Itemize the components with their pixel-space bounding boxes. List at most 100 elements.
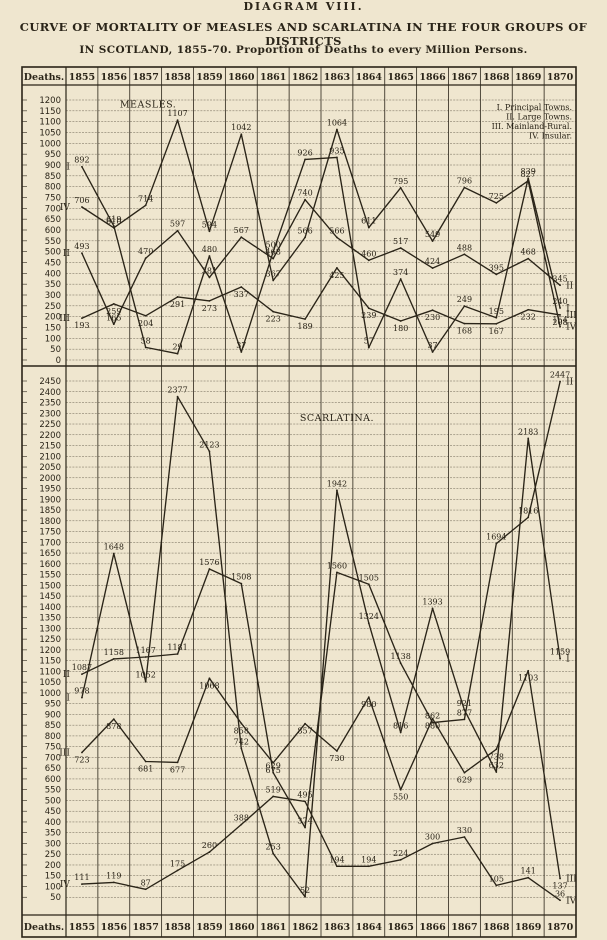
scarlatina-data-point bbox=[399, 662, 402, 665]
y-tick-label: 1550 bbox=[39, 571, 61, 581]
measles-data-point bbox=[304, 198, 306, 201]
year-label: 1855 bbox=[69, 922, 95, 933]
measles-data-point bbox=[81, 206, 83, 208]
scarlatina-data-point bbox=[431, 717, 434, 720]
scarlatina-data-point bbox=[240, 823, 243, 826]
scarlatina-data-point bbox=[527, 876, 530, 879]
y-tick-label: 0 bbox=[56, 356, 61, 366]
measles-data-point bbox=[272, 250, 275, 253]
measles-data-point bbox=[240, 351, 243, 353]
scarlatina-data-point bbox=[176, 869, 179, 872]
scarlatina-data-point bbox=[559, 657, 561, 660]
scarlatina-data-point bbox=[463, 718, 466, 721]
scarlatina-data-point bbox=[304, 800, 306, 803]
measles-data-label: 168 bbox=[457, 327, 472, 336]
y-tick-label: 1250 bbox=[39, 635, 61, 645]
scarlatina-data-point bbox=[112, 718, 115, 721]
scarlatina-data-point bbox=[431, 842, 434, 845]
year-label: 1861 bbox=[260, 922, 286, 933]
measles-data-label: 796 bbox=[457, 177, 472, 186]
year-label: 1865 bbox=[387, 922, 413, 933]
y-tick-label: 1100 bbox=[39, 667, 61, 677]
year-label: 1869 bbox=[515, 72, 542, 83]
measles-data-label: 470 bbox=[138, 247, 153, 256]
measles-data-label: 249 bbox=[457, 295, 472, 304]
scarlatina-series-label-end: II bbox=[566, 378, 574, 388]
y-tick-label: 300 bbox=[45, 291, 61, 301]
y-tick-label: 2250 bbox=[39, 420, 61, 430]
scarlatina-data-label: 224 bbox=[393, 849, 408, 858]
grid-lines bbox=[22, 99, 576, 898]
measles-data-point bbox=[399, 247, 402, 249]
measles-data-point bbox=[495, 202, 498, 204]
year-label: 1869 bbox=[515, 922, 542, 933]
measles-data-point bbox=[336, 156, 338, 159]
year-label: 1866 bbox=[419, 72, 446, 83]
measles-data-point bbox=[559, 314, 561, 316]
measles-data-point bbox=[431, 351, 434, 353]
measles-data-label: 58 bbox=[141, 336, 151, 345]
scarlatina-data-label: 1505 bbox=[359, 573, 379, 582]
year-label: 1860 bbox=[228, 922, 255, 933]
measles-data-label: 37 bbox=[236, 341, 246, 350]
measles-data-point bbox=[367, 259, 370, 262]
year-label: 1862 bbox=[292, 922, 318, 933]
y-tick-label: 750 bbox=[45, 194, 61, 204]
y-tick-label: 1950 bbox=[39, 485, 61, 495]
y-tick-label: 850 bbox=[45, 172, 61, 182]
scarlatina-data-point bbox=[559, 380, 561, 383]
y-tick-label: 1000 bbox=[39, 139, 61, 149]
y-tick-label: 250 bbox=[45, 302, 61, 312]
y-tick-label: 200 bbox=[45, 861, 61, 871]
scarlatina-data-label: 1508 bbox=[231, 573, 251, 582]
year-label: 1870 bbox=[547, 72, 574, 83]
scarlatina-data-label: 300 bbox=[425, 832, 440, 841]
y-tick-label: 600 bbox=[45, 775, 61, 785]
measles-data-point bbox=[304, 158, 306, 161]
scarlatina-data-label: 675 bbox=[266, 766, 281, 775]
scarlatina-data-label: 862 bbox=[425, 712, 440, 721]
year-label: 1867 bbox=[451, 72, 477, 83]
y-axis-ticks: 0501001502002503003504004505005506006507… bbox=[39, 96, 61, 903]
measles-data-point bbox=[559, 307, 561, 309]
y-tick-label: 950 bbox=[45, 150, 61, 160]
scarlatina-data-point bbox=[208, 851, 211, 853]
scarlatina-data-label: 632 bbox=[489, 761, 504, 770]
scarlatina-data-label: 1087 bbox=[72, 663, 92, 672]
measles-data-label: 619 bbox=[106, 215, 121, 224]
y-tick-label: 1200 bbox=[39, 96, 61, 106]
scarlatina-series-label-start: I bbox=[66, 694, 70, 704]
scarlatina-series-III-line bbox=[81, 670, 561, 879]
measles-data-point bbox=[367, 226, 370, 229]
scarlatina-data-label: 260 bbox=[202, 841, 217, 850]
scarlatina-data-point bbox=[495, 771, 498, 773]
measles-data-label: 795 bbox=[393, 177, 408, 186]
scarlatina-data-point bbox=[272, 795, 275, 798]
scarlatina-data-label: 629 bbox=[457, 776, 472, 785]
scarlatina-data-point bbox=[336, 865, 338, 868]
measles-data-point bbox=[176, 119, 179, 122]
measles-data-label: 549 bbox=[425, 230, 440, 239]
y-tick-label: 1300 bbox=[39, 624, 61, 634]
measles-data-point bbox=[463, 186, 466, 189]
measles-data-point bbox=[81, 317, 83, 320]
measles-data-label: 337 bbox=[234, 290, 249, 299]
scarlatina-data-label: 1181 bbox=[167, 643, 187, 652]
measles-data-point bbox=[559, 325, 561, 328]
measles-data-point bbox=[144, 257, 147, 260]
y-tick-label: 1350 bbox=[39, 614, 61, 624]
y-tick-label: 2000 bbox=[39, 474, 61, 484]
scarlatina-data-point bbox=[431, 607, 434, 610]
scarlatina-data-label: 2447 bbox=[550, 371, 570, 380]
scarlatina-data-label: 1393 bbox=[422, 597, 442, 606]
y-tick-label: 2450 bbox=[39, 377, 61, 387]
measles-data-point bbox=[112, 302, 115, 305]
year-header-top: Deaths. 1855 1856 1857 1858 1859 1860 1861 1862 1… bbox=[24, 72, 574, 83]
scarlatina-data-label: 1560 bbox=[327, 561, 347, 570]
y-tick-label: 800 bbox=[45, 732, 61, 742]
scarlatina-data-point bbox=[367, 622, 370, 625]
scarlatina-data-point bbox=[240, 582, 243, 585]
year-label: 1870 bbox=[547, 922, 574, 933]
y-tick-label: 700 bbox=[45, 753, 61, 763]
year-label: 1858 bbox=[164, 72, 191, 83]
